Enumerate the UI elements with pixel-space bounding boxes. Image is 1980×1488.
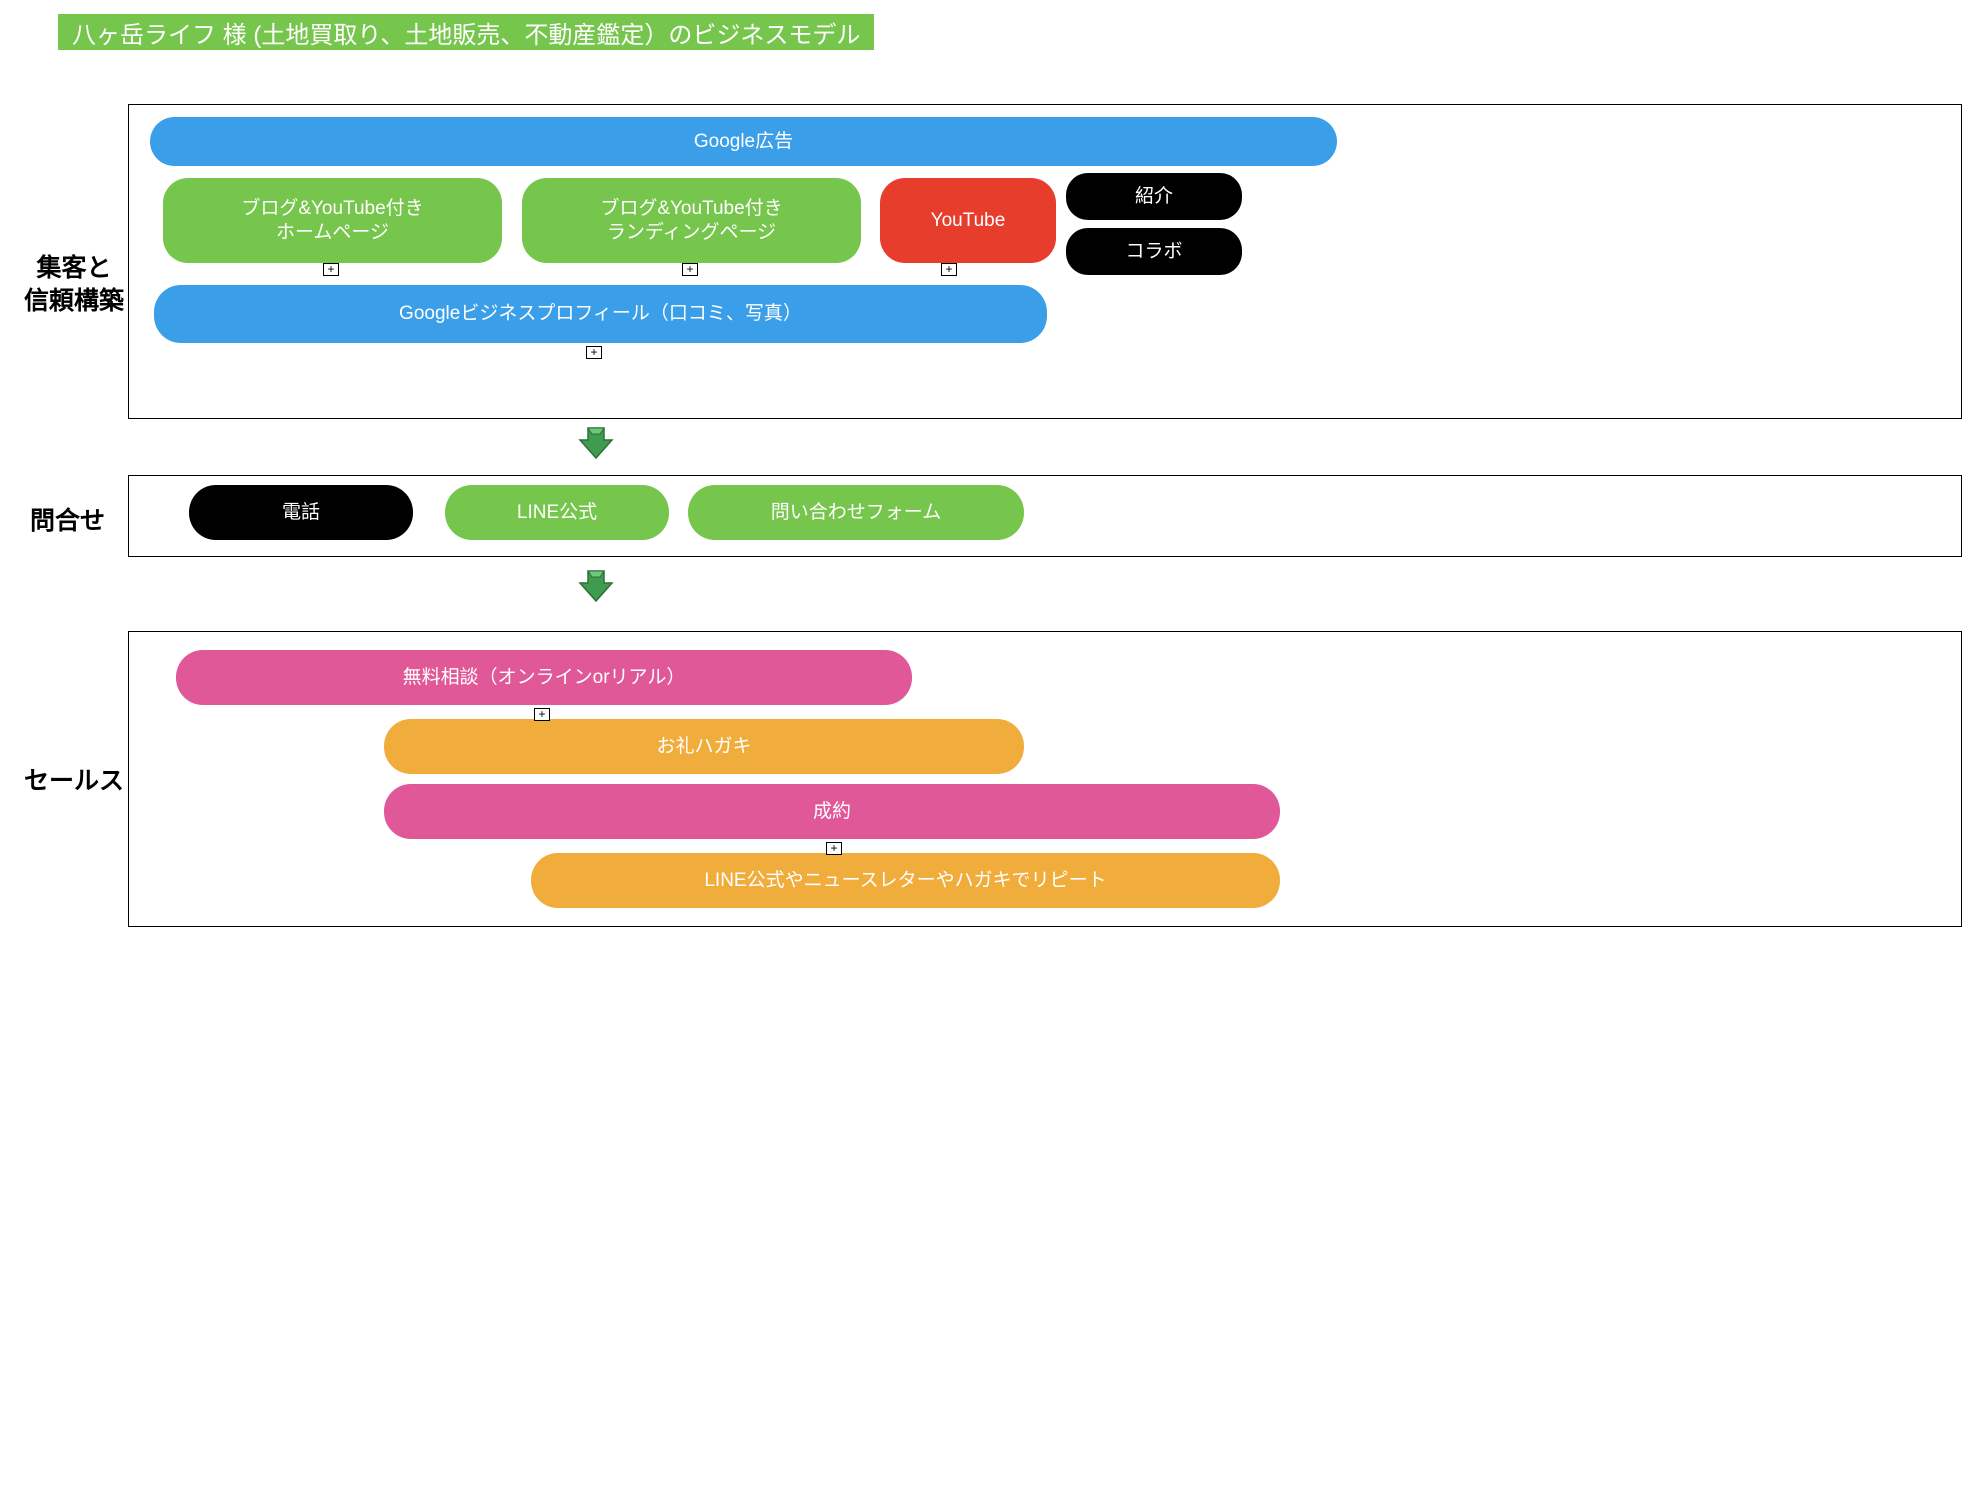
p-blog-lp: ブログ&YouTube付き ランディングページ [522, 178, 861, 263]
arrow-down-icon [576, 565, 616, 605]
title-text: 八ヶ岳ライフ 様 (土地買取り、土地販売、不動産鑑定）のビジネスモデル [72, 15, 860, 50]
stage-label: 集客と 信頼構築 [10, 252, 138, 317]
plus-connector-icon [534, 708, 550, 721]
stage-label: セールス [10, 765, 138, 798]
p-form: 問い合わせフォーム [688, 485, 1024, 540]
plus-connector-icon [586, 346, 602, 359]
p-blog-hp: ブログ&YouTube付き ホームページ [163, 178, 502, 263]
p-intro: 紹介 [1066, 173, 1242, 220]
p-youtube: YouTube [880, 178, 1056, 263]
plus-connector-icon [323, 263, 339, 276]
p-close: 成約 [384, 784, 1280, 839]
p-google-ads: Google広告 [150, 117, 1337, 166]
plus-connector-icon [682, 263, 698, 276]
p-line: LINE公式 [445, 485, 669, 540]
p-phone: 電話 [189, 485, 413, 540]
stage-label: 問合せ [10, 505, 125, 538]
plus-connector-icon [941, 263, 957, 276]
arrow-down-icon [576, 422, 616, 462]
p-collab: コラボ [1066, 228, 1242, 275]
p-thanks: お礼ハガキ [384, 719, 1024, 774]
p-gbp: Googleビジネスプロフィール（口コミ、写真） [154, 285, 1047, 343]
p-consult: 無料相談（オンラインorリアル） [176, 650, 912, 705]
page-title: 八ヶ岳ライフ 様 (土地買取り、土地販売、不動産鑑定）のビジネスモデル [58, 14, 874, 50]
plus-connector-icon [826, 842, 842, 855]
p-repeat: LINE公式やニュースレターやハガキでリピート [531, 853, 1280, 908]
